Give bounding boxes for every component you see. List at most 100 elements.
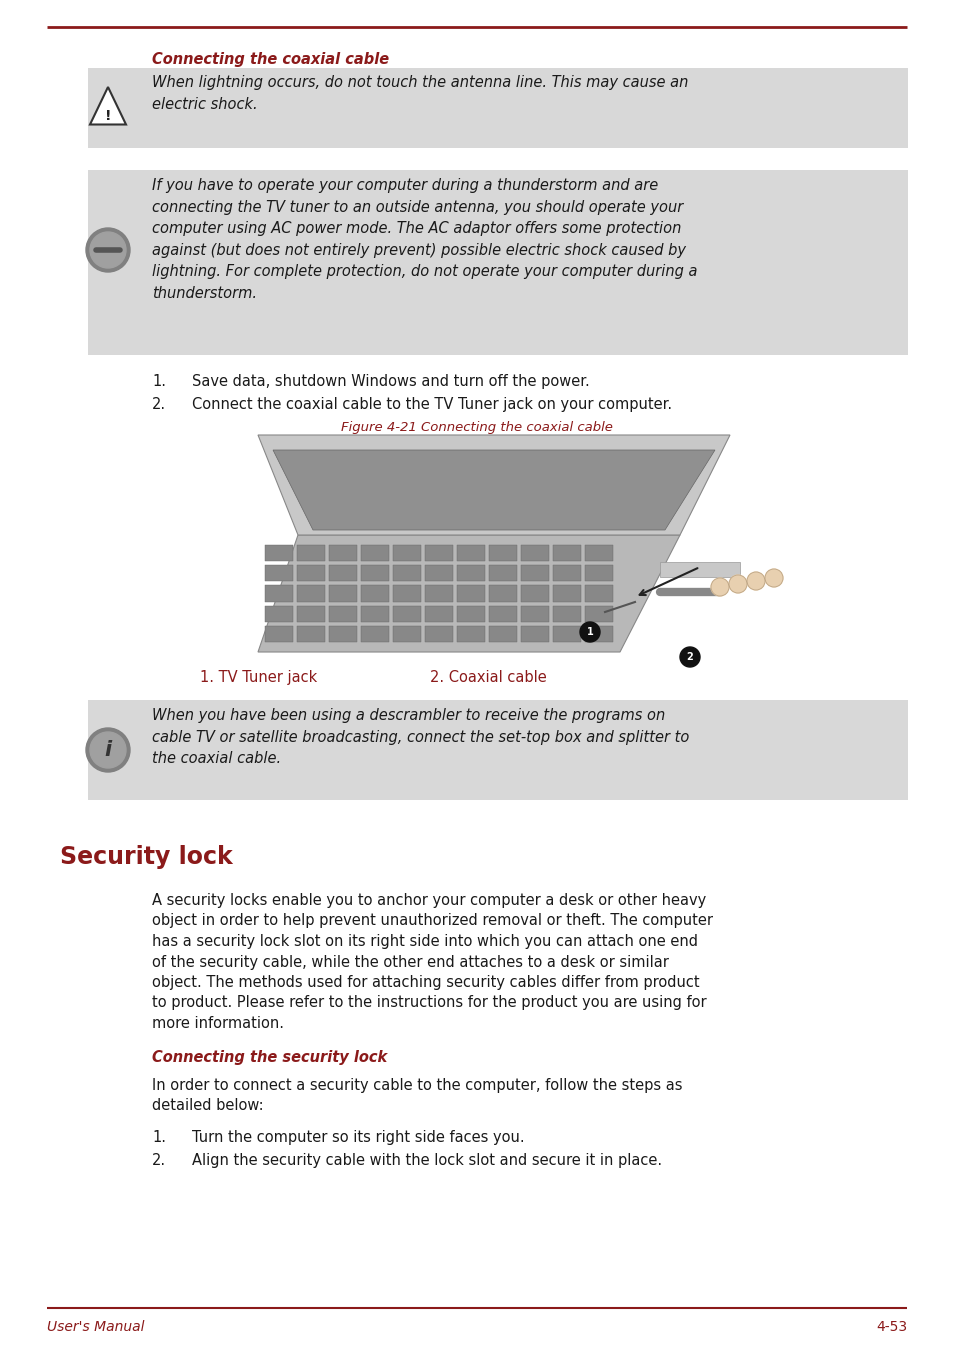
Text: of the security cable, while the other end attaches to a desk or similar: of the security cable, while the other e…: [152, 955, 668, 970]
Circle shape: [728, 576, 746, 593]
FancyBboxPatch shape: [520, 565, 548, 581]
FancyBboxPatch shape: [329, 625, 356, 642]
FancyBboxPatch shape: [520, 545, 548, 561]
FancyBboxPatch shape: [393, 545, 420, 561]
FancyBboxPatch shape: [584, 625, 613, 642]
FancyBboxPatch shape: [393, 585, 420, 601]
Circle shape: [86, 229, 130, 272]
FancyBboxPatch shape: [265, 585, 293, 601]
Text: more information.: more information.: [152, 1015, 284, 1032]
FancyBboxPatch shape: [393, 605, 420, 621]
FancyBboxPatch shape: [456, 585, 484, 601]
FancyBboxPatch shape: [553, 585, 580, 601]
FancyBboxPatch shape: [265, 605, 293, 621]
FancyBboxPatch shape: [360, 605, 389, 621]
FancyBboxPatch shape: [88, 169, 907, 355]
Circle shape: [679, 647, 700, 667]
FancyBboxPatch shape: [265, 545, 293, 561]
Text: has a security lock slot on its right side into which you can attach one end: has a security lock slot on its right si…: [152, 933, 698, 950]
FancyBboxPatch shape: [489, 545, 517, 561]
FancyBboxPatch shape: [88, 699, 907, 800]
Circle shape: [86, 728, 130, 772]
Text: !: !: [105, 109, 112, 122]
FancyBboxPatch shape: [393, 565, 420, 581]
FancyBboxPatch shape: [296, 585, 325, 601]
Text: 2. Coaxial cable: 2. Coaxial cable: [430, 670, 546, 685]
Text: User's Manual: User's Manual: [47, 1319, 144, 1334]
Text: Connecting the coaxial cable: Connecting the coaxial cable: [152, 52, 389, 67]
FancyBboxPatch shape: [489, 625, 517, 642]
Circle shape: [764, 569, 782, 586]
Text: If you have to operate your computer during a thunderstorm and are
connecting th: If you have to operate your computer dur…: [152, 178, 697, 301]
FancyBboxPatch shape: [360, 625, 389, 642]
Text: A security locks enable you to anchor your computer a desk or other heavy: A security locks enable you to anchor yo…: [152, 893, 705, 908]
FancyBboxPatch shape: [393, 625, 420, 642]
FancyBboxPatch shape: [296, 605, 325, 621]
Text: 2: 2: [686, 652, 693, 662]
FancyBboxPatch shape: [88, 69, 907, 148]
Text: Turn the computer so its right side faces you.: Turn the computer so its right side face…: [192, 1130, 524, 1145]
FancyBboxPatch shape: [553, 605, 580, 621]
FancyBboxPatch shape: [424, 565, 453, 581]
FancyBboxPatch shape: [360, 545, 389, 561]
FancyBboxPatch shape: [584, 565, 613, 581]
FancyBboxPatch shape: [659, 562, 740, 577]
FancyBboxPatch shape: [520, 605, 548, 621]
FancyBboxPatch shape: [456, 545, 484, 561]
FancyBboxPatch shape: [520, 585, 548, 601]
FancyBboxPatch shape: [520, 625, 548, 642]
Text: object in order to help prevent unauthorized removal or theft. The computer: object in order to help prevent unauthor…: [152, 913, 712, 928]
Text: Figure 4-21 Connecting the coaxial cable: Figure 4-21 Connecting the coaxial cable: [341, 421, 612, 434]
FancyBboxPatch shape: [329, 605, 356, 621]
FancyBboxPatch shape: [489, 605, 517, 621]
Text: When you have been using a descrambler to receive the programs on
cable TV or sa: When you have been using a descrambler t…: [152, 707, 689, 767]
Text: 1.: 1.: [152, 1130, 166, 1145]
FancyBboxPatch shape: [424, 545, 453, 561]
FancyBboxPatch shape: [360, 585, 389, 601]
FancyBboxPatch shape: [296, 625, 325, 642]
Text: Connect the coaxial cable to the TV Tuner jack on your computer.: Connect the coaxial cable to the TV Tune…: [192, 397, 672, 412]
Text: 1: 1: [586, 627, 593, 638]
Text: 2.: 2.: [152, 397, 166, 412]
Text: to product. Please refer to the instructions for the product you are using for: to product. Please refer to the instruct…: [152, 995, 706, 1010]
Polygon shape: [273, 451, 714, 530]
Text: 1. TV Tuner jack: 1. TV Tuner jack: [200, 670, 317, 685]
Circle shape: [746, 572, 764, 590]
Circle shape: [579, 621, 599, 642]
FancyBboxPatch shape: [456, 625, 484, 642]
Circle shape: [90, 732, 126, 768]
Polygon shape: [257, 535, 679, 652]
Text: Align the security cable with the lock slot and secure it in place.: Align the security cable with the lock s…: [192, 1153, 661, 1167]
FancyBboxPatch shape: [296, 545, 325, 561]
FancyBboxPatch shape: [360, 565, 389, 581]
FancyBboxPatch shape: [456, 565, 484, 581]
Text: When lightning occurs, do not touch the antenna line. This may cause an
electric: When lightning occurs, do not touch the …: [152, 75, 688, 112]
Text: 4-53: 4-53: [875, 1319, 906, 1334]
FancyBboxPatch shape: [296, 565, 325, 581]
FancyBboxPatch shape: [424, 585, 453, 601]
FancyBboxPatch shape: [329, 565, 356, 581]
FancyBboxPatch shape: [329, 585, 356, 601]
FancyBboxPatch shape: [489, 585, 517, 601]
Text: Security lock: Security lock: [60, 845, 233, 869]
Text: 2.: 2.: [152, 1153, 166, 1167]
Text: detailed below:: detailed below:: [152, 1099, 263, 1114]
FancyBboxPatch shape: [584, 545, 613, 561]
Text: Connecting the security lock: Connecting the security lock: [152, 1050, 387, 1065]
FancyBboxPatch shape: [265, 625, 293, 642]
FancyBboxPatch shape: [584, 605, 613, 621]
FancyBboxPatch shape: [456, 605, 484, 621]
FancyBboxPatch shape: [265, 565, 293, 581]
Polygon shape: [90, 87, 126, 125]
Polygon shape: [257, 434, 729, 535]
FancyBboxPatch shape: [553, 625, 580, 642]
Text: Save data, shutdown Windows and turn off the power.: Save data, shutdown Windows and turn off…: [192, 374, 589, 389]
Text: i: i: [104, 740, 112, 760]
Circle shape: [710, 578, 728, 596]
Text: 1.: 1.: [152, 374, 166, 389]
Circle shape: [90, 231, 126, 268]
FancyBboxPatch shape: [489, 565, 517, 581]
FancyBboxPatch shape: [553, 545, 580, 561]
Text: In order to connect a security cable to the computer, follow the steps as: In order to connect a security cable to …: [152, 1077, 681, 1093]
FancyBboxPatch shape: [424, 605, 453, 621]
